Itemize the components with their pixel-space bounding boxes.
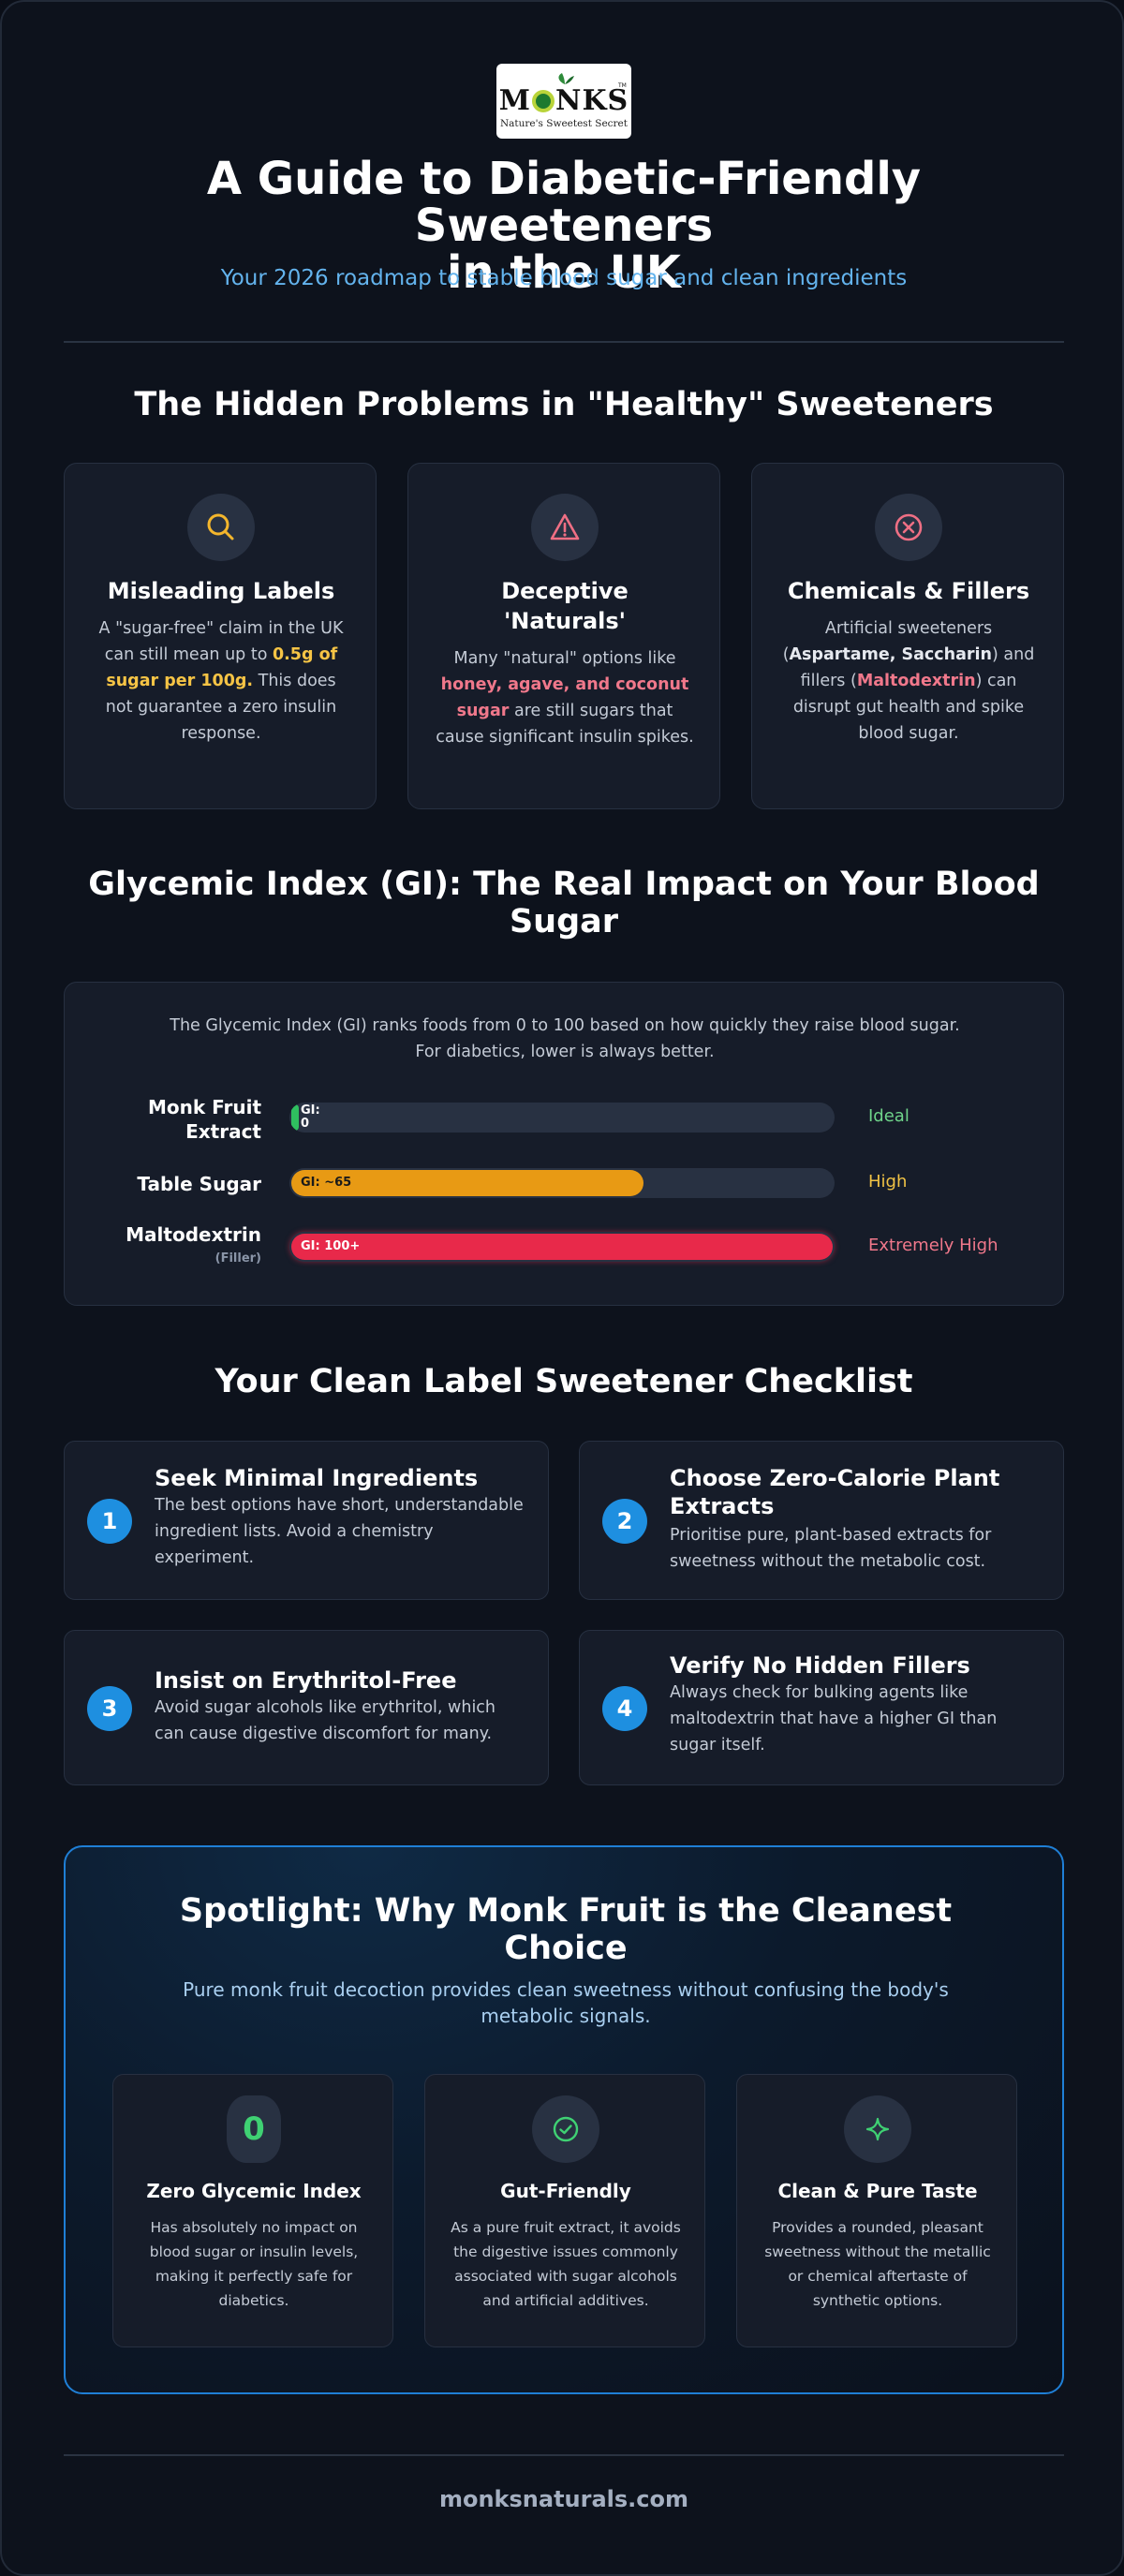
checklist-item-title: Verify No Hidden Fillers	[670, 1652, 970, 1679]
spotlight-card-title: Clean & Pure Taste	[777, 2180, 978, 2202]
gi-row-monk-fruit: Monk Fruit Extract GI: 0 Ideal	[65, 1095, 1065, 1143]
spotlight-card: Clean & Pure Taste Provides a rounded, p…	[736, 2074, 1017, 2347]
step-number-badge: 2	[602, 1499, 647, 1544]
step-number-badge: 3	[87, 1686, 132, 1731]
spotlight-title: Spotlight: Why Monk Fruit is the Cleanes…	[179, 1892, 953, 1967]
spotlight-card-text: As a pure fruit extract, it avoids the d…	[451, 2219, 681, 2309]
gi-title: Glycemic Index (GI): The Real Impact on …	[88, 866, 1040, 940]
step-number-badge: 1	[87, 1499, 132, 1544]
spotlight-subtitle: Pure monk fruit decoction provides clean…	[183, 1978, 949, 2027]
gi-bar-label: GI: ~65	[301, 1176, 352, 1190]
logo-trademark: TM	[618, 82, 627, 89]
checklist-item-text: Prioritise pure, plant-based extracts fo…	[670, 1526, 992, 1571]
checklist-item: 2 Choose Zero-Calorie Plant Extracts Prio…	[579, 1441, 1064, 1600]
gi-bar-label: GI: 0	[301, 1103, 320, 1131]
logo-tagline: Nature's Sweetest Secret	[499, 118, 628, 129]
checklist-item-text: The best options have short, understanda…	[155, 1496, 524, 1567]
problem-card-text: A "sugar-free" claim in the UK can still…	[98, 619, 344, 743]
gi-panel: The Glycemic Index (GI) ranks foods from…	[64, 982, 1064, 1306]
checklist-item-title: Choose Zero-Calorie Plant Extracts	[670, 1465, 1000, 1519]
spotlight-panel: Spotlight: Why Monk Fruit is the Cleanes…	[64, 1845, 1064, 2394]
gi-bar-label: GI: 100+	[301, 1239, 361, 1253]
gi-status: High	[868, 1172, 908, 1192]
gi-row-label: Table Sugar	[137, 1173, 261, 1195]
problem-card-title: Misleading Labels	[107, 578, 335, 604]
gi-row-table-sugar: Table Sugar GI: ~65 High	[65, 1161, 1065, 1207]
gi-bar-track: GI: 100+	[289, 1232, 835, 1262]
gi-status: Ideal	[868, 1106, 910, 1126]
step-number-badge: 4	[602, 1686, 647, 1731]
gi-row-label: Maltodextrin (Filler)	[126, 1223, 261, 1266]
warning-icon	[531, 494, 599, 561]
problem-card-naturals: Deceptive 'Naturals' Many "natural" optio…	[407, 463, 720, 809]
checklist-item: 1 Seek Minimal Ingredients The best opti…	[64, 1441, 549, 1600]
gi-bar-fill	[291, 1234, 833, 1260]
problem-card-labels: Misleading Labels A "sugar-free" claim i…	[64, 463, 377, 809]
logo-wordmark: M NKS	[498, 84, 629, 117]
problem-card-title: Deceptive 'Naturals'	[501, 578, 629, 634]
page-title: A Guide to Diabetic-Friendly Sweeteners …	[206, 153, 922, 299]
spotlight-card-title: Zero Glycemic Index	[146, 2180, 362, 2202]
problem-card-chemicals: Chemicals & Fillers Artificial sweetener…	[751, 463, 1064, 809]
checklist-item-title: Insist on Erythritol-Free	[155, 1667, 457, 1694]
search-icon	[187, 494, 255, 561]
checklist-item-text: Always check for bulking agents like mal…	[670, 1683, 998, 1754]
logo-fruit-icon	[532, 90, 555, 112]
problems-title: The Hidden Problems in "Healthy" Sweeten…	[134, 386, 994, 423]
sparkle-icon	[844, 2095, 911, 2163]
spotlight-card-title: Gut-Friendly	[500, 2180, 631, 2202]
checklist-item-title: Seek Minimal Ingredients	[155, 1465, 479, 1491]
problem-card-text: Artificial sweeteners (Aspartame, Saccha…	[782, 619, 1035, 743]
gi-bar-track: GI: ~65	[289, 1168, 835, 1198]
checklist-item-text: Avoid sugar alcohols like erythritol, wh…	[155, 1698, 496, 1743]
divider	[64, 2454, 1064, 2456]
brand-logo: M NKS TM Nature's Sweetest Secret	[496, 64, 631, 139]
gi-bar-fill	[291, 1104, 299, 1131]
spotlight-card-text: Has absolutely no impact on blood sugar …	[149, 2219, 359, 2309]
gi-row-label: Monk Fruit Extract	[147, 1096, 261, 1143]
gi-row-maltodextrin: Maltodextrin (Filler) GI: 100+ Extremely …	[65, 1222, 1065, 1269]
problem-card-text: Many "natural" options like honey, agave…	[436, 649, 694, 747]
spotlight-card: 0 Zero Glycemic Index Has absolutely no …	[112, 2074, 393, 2347]
close-circle-icon	[875, 494, 942, 561]
gi-status: Extremely High	[868, 1236, 998, 1255]
gi-intro: The Glycemic Index (GI) ranks foods from…	[170, 1016, 960, 1061]
checklist-item: 4 Verify No Hidden Fillers Always check …	[579, 1630, 1064, 1785]
zero-badge: 0	[227, 2095, 281, 2163]
divider	[64, 341, 1064, 343]
spotlight-card: Gut-Friendly As a pure fruit extract, it…	[424, 2074, 705, 2347]
spotlight-card-text: Provides a rounded, pleasant sweetness w…	[764, 2219, 991, 2309]
gi-bar-fill	[291, 1170, 643, 1196]
checklist-title: Your Clean Label Sweetener Checklist	[214, 1363, 913, 1400]
checklist-item: 3 Insist on Erythritol-Free Avoid sugar …	[64, 1630, 549, 1785]
check-circle-icon	[532, 2095, 599, 2163]
leaf-icon	[558, 73, 574, 84]
problem-card-title: Chemicals & Fillers	[787, 578, 1030, 604]
gi-bar-track: GI: 0	[289, 1103, 835, 1133]
footer-link[interactable]: monksnaturals.com	[438, 2486, 689, 2512]
page-subtitle: Your 2026 roadmap to stable blood sugar …	[220, 266, 908, 290]
